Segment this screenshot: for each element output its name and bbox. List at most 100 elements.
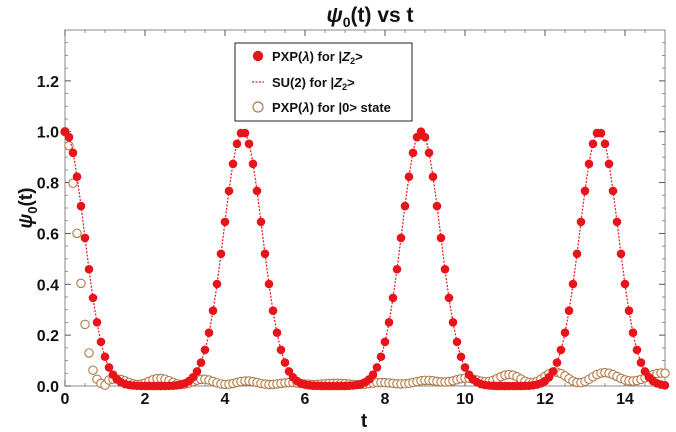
pxp-z2-point: [568, 279, 578, 289]
pxp-z2-point: [660, 380, 670, 390]
pxp-z2-point: [584, 159, 594, 169]
y-tick-label: 0.8: [37, 176, 59, 193]
pxp-z2-point: [564, 306, 574, 315]
pxp-z2-point: [576, 217, 586, 227]
pxp-z2-point: [552, 358, 562, 367]
pxp-z2-point: [252, 186, 262, 196]
pxp-z2-point: [560, 328, 570, 338]
pxp-z2-point: [272, 328, 282, 338]
pxp-z2-point: [424, 148, 434, 158]
pxp-z2-point: [68, 148, 78, 158]
pxp-z2-point: [96, 337, 106, 347]
x-axis-label: t: [361, 411, 368, 432]
legend-label-pxp-zero: PXP(λ) for |0> state: [272, 100, 391, 115]
pxp-z2-point: [216, 249, 226, 259]
pxp-z2-point: [388, 293, 398, 303]
y-tick-label: 0.6: [37, 226, 59, 243]
legend-item-su2-z2: SU(2) for |Z2>: [252, 75, 355, 92]
pxp-z2-point: [444, 293, 454, 303]
x-tick-label: 14: [616, 391, 634, 408]
pxp-z2-point: [432, 201, 442, 211]
zero-state-point: [88, 365, 98, 375]
pxp-z2-point: [456, 352, 466, 362]
x-tick-labels: 0 2 4 6 8 10 12 14: [61, 391, 634, 408]
pxp-z2-point: [616, 249, 626, 259]
pxp-z2-point: [408, 148, 418, 158]
x-tick-label: 6: [301, 391, 310, 408]
legend-item-pxp-zero: PXP(λ) for |0> state: [252, 100, 391, 115]
chart-title: ψ0(t) vs t: [326, 4, 413, 30]
legend-label-pxp-z2-part2: ) for |: [310, 49, 343, 64]
pxp-z2-point: [384, 317, 394, 327]
legend-marker-filled-circle: [252, 50, 264, 62]
pxp-z2-point: [400, 201, 410, 211]
pxp-z2-point: [600, 139, 610, 149]
pxp-z2-point: [436, 233, 446, 243]
x-tick-label: 4: [221, 391, 230, 408]
y-axis-label-symbol: ψ: [16, 213, 37, 228]
zero-state-point: [660, 368, 670, 379]
pxp-z2-point: [448, 317, 458, 327]
pxp-z2-point: [84, 264, 94, 274]
legend-box: [234, 42, 413, 122]
pxp-z2-point: [428, 172, 438, 181]
pxp-z2-point: [224, 186, 234, 196]
zero-state-point: [76, 278, 86, 289]
y-tick-label: 1.2: [37, 74, 59, 91]
pxp-z2-point: [588, 139, 598, 149]
pxp-z2-point: [268, 306, 278, 315]
legend-label-pxp-z2-part1: PXP(: [272, 49, 303, 64]
pxp-z2-point: [88, 293, 98, 303]
plot-area: 0 2 4 6 8 10 12 14 0.0 0.2 0.4 0.6 0.8 1.0 1.2: [37, 29, 670, 408]
x-tick-label: 12: [536, 391, 554, 408]
pxp-z2-point: [372, 363, 382, 372]
pxp-z2-point: [636, 358, 646, 367]
pxp-z2-point: [276, 345, 286, 355]
legend-label-pxp-zero-part2: ) for |0> state: [310, 100, 391, 115]
pxp-z2-point: [72, 172, 82, 181]
series-pxp-z2: [60, 127, 670, 391]
pxp-z2-point: [628, 328, 638, 338]
y-axis-label-rest: (t): [16, 188, 37, 207]
legend-label-pxp-z2-lambda: λ: [301, 49, 309, 64]
pxp-z2-point: [196, 358, 206, 367]
pxp-z2-point: [260, 249, 270, 259]
pxp-z2-point: [396, 233, 406, 243]
pxp-z2-point: [228, 159, 238, 169]
pxp-z2-point: [64, 132, 74, 142]
pxp-z2-point: [280, 358, 290, 367]
chart-title-subscript: 0: [343, 14, 351, 30]
legend-label-su2-z2: SU(2) for |Z2>: [272, 75, 355, 92]
legend-label-su2-z2-sub: 2: [342, 82, 347, 92]
y-tick-label: 0.0: [37, 379, 59, 396]
x-tick-label: 10: [456, 391, 474, 408]
pxp-z2-point: [192, 367, 202, 376]
pxp-z2-point: [376, 352, 386, 362]
y-axis-label: ψ0(t): [16, 188, 40, 229]
pxp-z2-point: [92, 317, 102, 327]
legend-marker-open-circle: [252, 101, 264, 113]
legend: PXP(λ) for |Z2> SU(2) for |Z2> PXP(λ) fo…: [234, 42, 413, 122]
pxp-z2-point: [200, 345, 210, 355]
chart-title-rest: (t) vs t: [351, 4, 414, 27]
pxp-z2-point: [248, 159, 258, 169]
legend-label-su2-z2-part1: SU(2) for |: [272, 75, 334, 90]
pxp-z2-point: [256, 217, 266, 227]
pxp-z2-point: [572, 249, 582, 259]
pxp-z2-point: [440, 264, 450, 274]
pxp-z2-point: [460, 363, 470, 372]
y-tick-label: 0.4: [37, 277, 59, 294]
pxp-z2-point: [632, 345, 642, 355]
pxp-z2-point: [244, 139, 254, 149]
pxp-z2-point: [548, 367, 558, 376]
legend-label-pxp-z2-sub: 2: [350, 56, 355, 66]
x-tick-label: 0: [61, 391, 70, 408]
pxp-z2-point: [556, 345, 566, 355]
pxp-z2-point: [620, 279, 630, 289]
pxp-z2-point: [624, 306, 634, 315]
legend-item-pxp-z2: PXP(λ) for |Z2>: [252, 49, 363, 66]
pxp-z2-point: [420, 132, 430, 142]
pxp-z2-point: [212, 279, 222, 289]
zero-state-point: [68, 178, 78, 189]
